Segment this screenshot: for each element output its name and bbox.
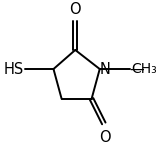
Text: N: N xyxy=(100,62,111,76)
Text: O: O xyxy=(69,2,81,17)
Text: —: — xyxy=(130,62,149,76)
Text: CH₃: CH₃ xyxy=(132,62,157,76)
Text: O: O xyxy=(99,130,111,145)
Text: HS: HS xyxy=(3,62,24,76)
